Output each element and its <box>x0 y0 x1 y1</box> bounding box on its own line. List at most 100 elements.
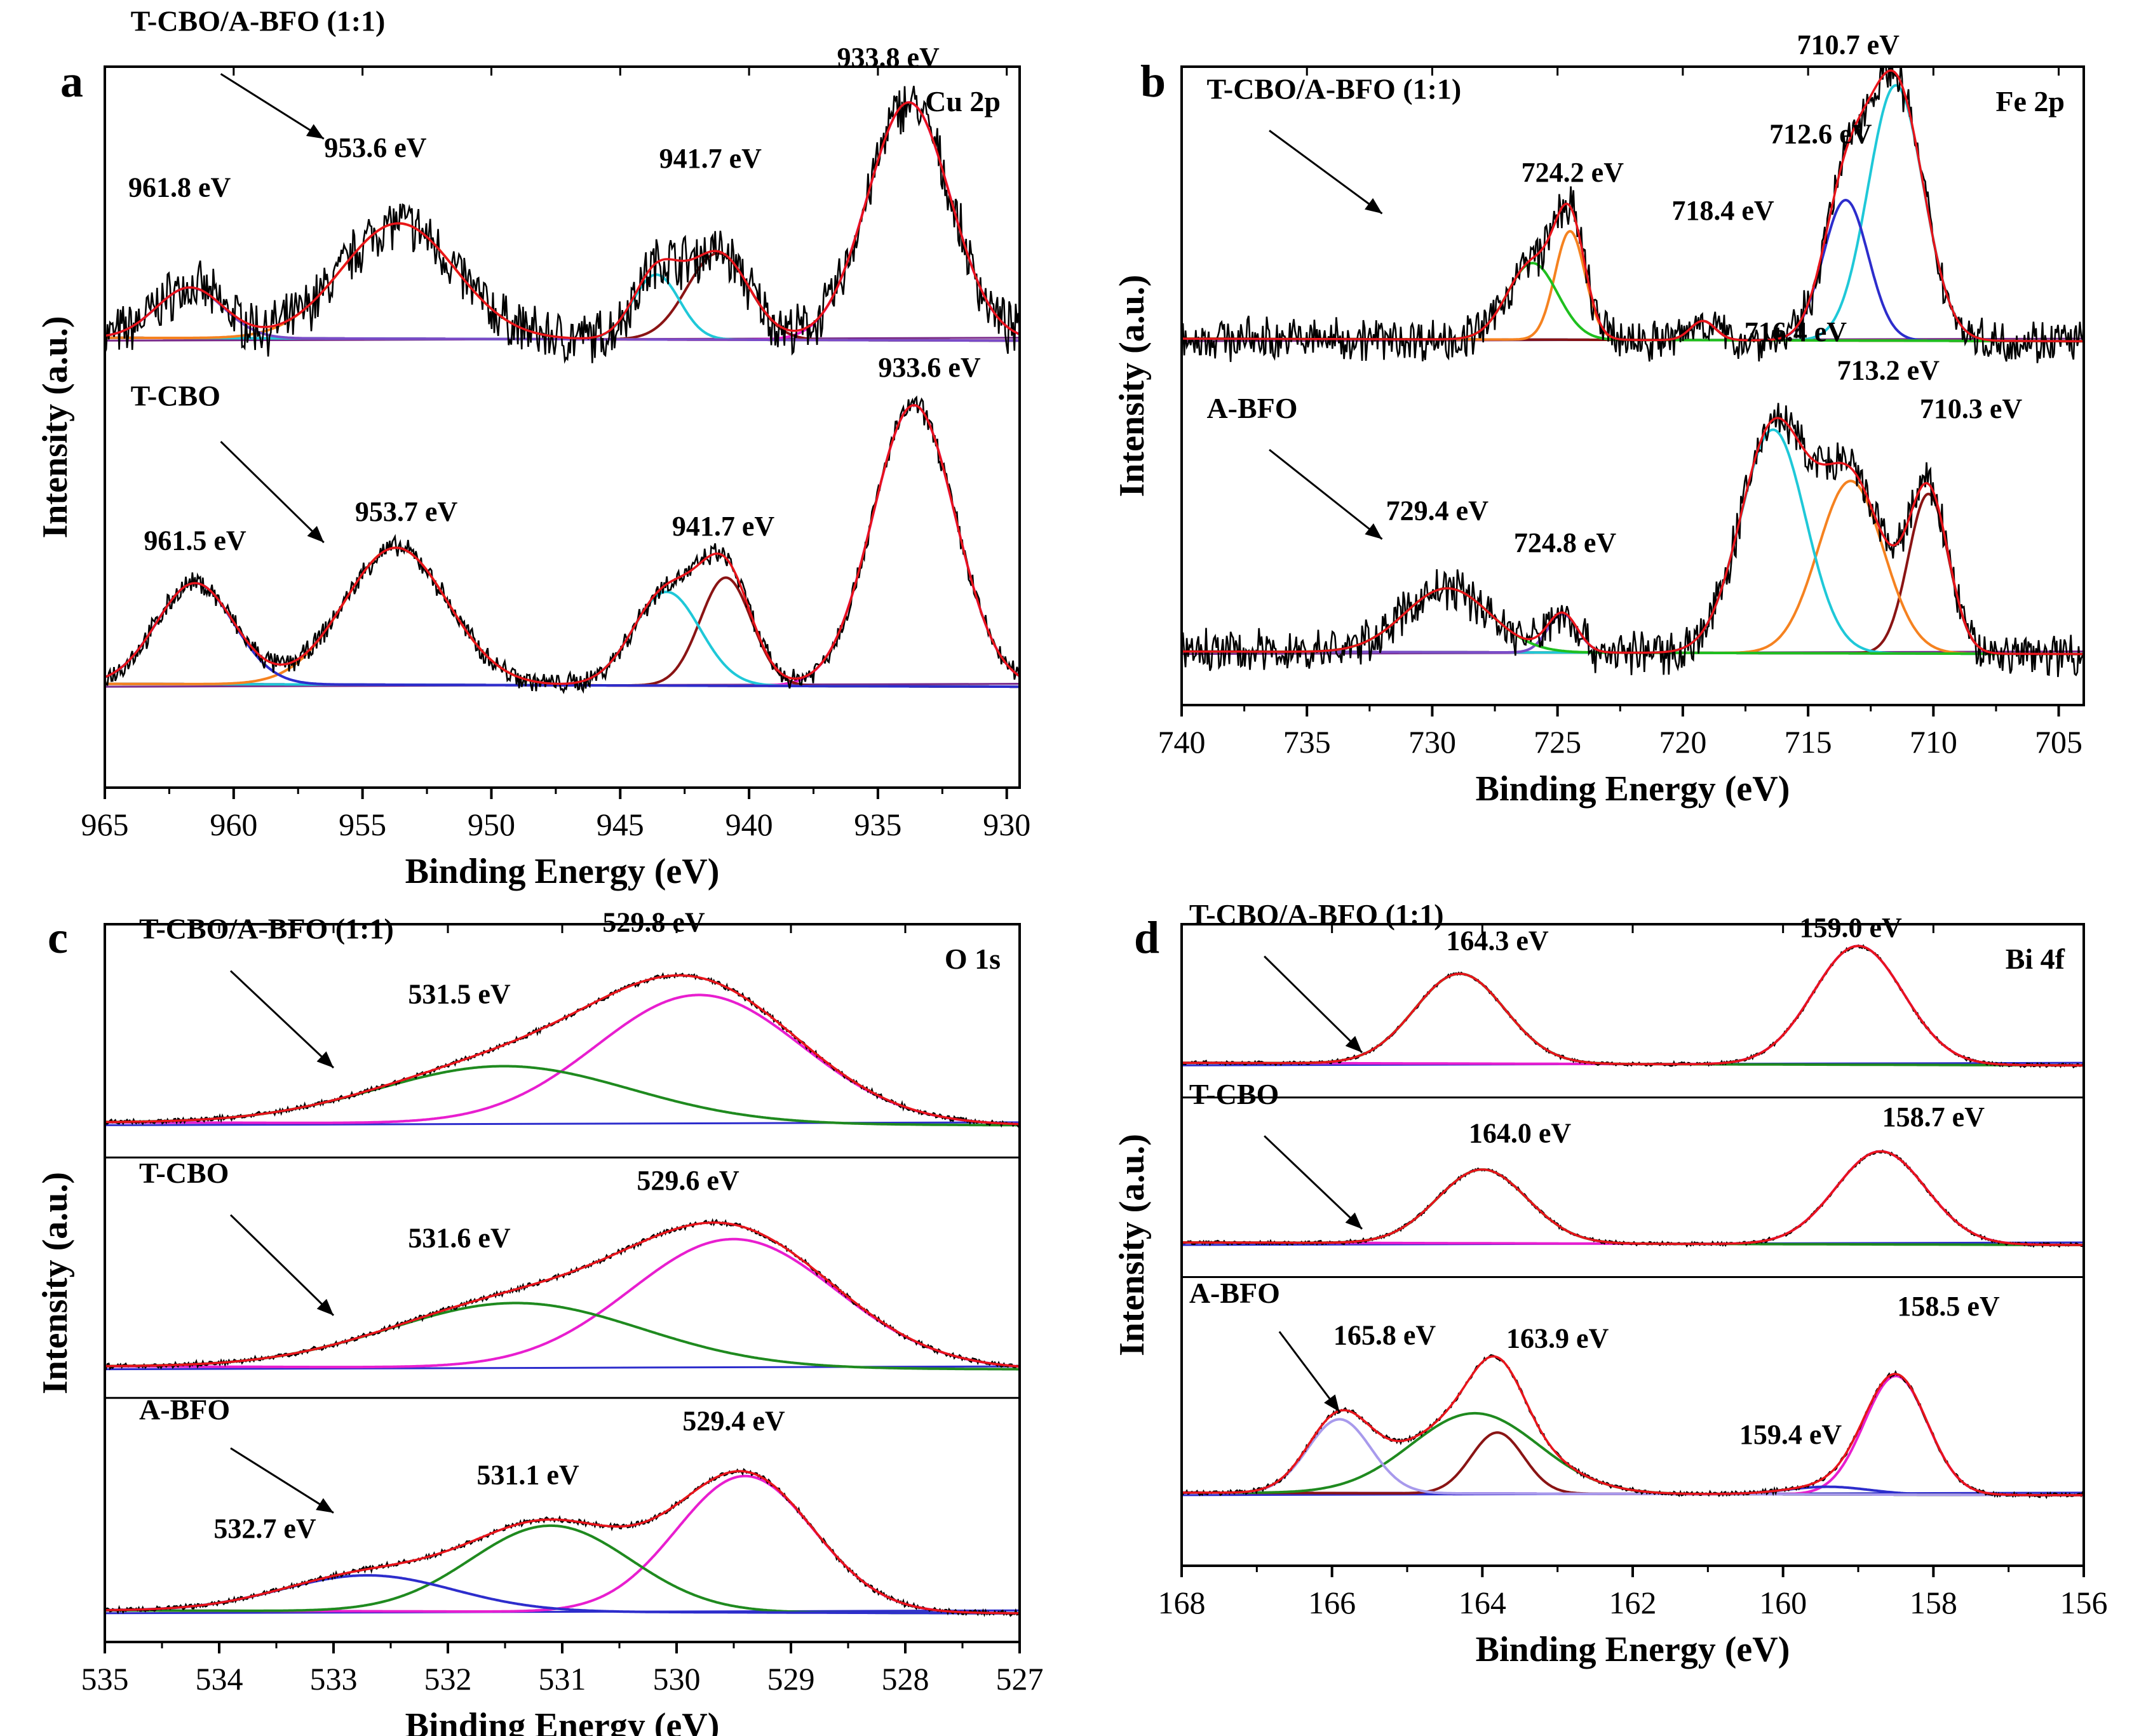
sample-t-cbo <box>105 1218 1020 1371</box>
x-tick-label: 529 <box>767 1661 815 1697</box>
fit-component-164.3 <box>1182 972 2084 1067</box>
peak-annotation: 164.0 eV <box>1469 1117 1572 1148</box>
fit-component-943.2 <box>105 590 1020 689</box>
fit-envelope <box>1182 1355 2084 1497</box>
fit-envelope <box>105 101 1020 340</box>
sample-a-bfo <box>1182 1354 2084 1500</box>
core-level-title: O 1s <box>945 943 1001 975</box>
sample-arrow-line <box>1269 448 1383 540</box>
peak-annotation: 933.8 eV <box>837 42 940 73</box>
x-tick-label: 725 <box>1534 724 1581 760</box>
fit-component-529.8 <box>105 993 1020 1126</box>
x-axis-label: Binding Energy (eV) <box>405 1706 720 1736</box>
peak-annotation: 713.2 eV <box>1837 354 1940 386</box>
plot-area <box>105 85 1020 694</box>
x-tick-label: 955 <box>339 807 386 842</box>
fit-component-164.1 <box>1182 1411 2084 1497</box>
plot-area <box>1182 944 2084 1500</box>
sample-arrow-line <box>1264 1135 1363 1230</box>
plot-area <box>1182 67 2084 677</box>
raw-data-trace <box>1182 1354 2084 1500</box>
x-tick-label: 531 <box>539 1661 586 1697</box>
sample-arrow-head <box>1365 523 1382 539</box>
fit-component-716.4 <box>1182 428 2084 656</box>
sample-arrow-line <box>1269 130 1383 215</box>
sample-t-cbo-a-bfo-1-1 <box>105 972 1020 1129</box>
panel-letter: b <box>1140 56 1166 107</box>
sample-arrow-line <box>1264 955 1363 1054</box>
panel-letter: c <box>48 912 68 963</box>
sample-arrow-head <box>1345 1212 1362 1229</box>
x-tick-label: 945 <box>597 807 644 842</box>
x-tick-label: 156 <box>2060 1585 2108 1620</box>
x-tick-label: 735 <box>1283 724 1331 760</box>
fit-component-713.5 <box>1182 198 2084 343</box>
peak-annotation: 159.0 eV <box>1800 912 1903 943</box>
peak-annotation: 941.7 eV <box>672 511 775 542</box>
raw-data-trace <box>105 1218 1020 1371</box>
x-tick-label: 720 <box>1659 724 1706 760</box>
y-axis-label: Intensity (a.u.) <box>1112 274 1152 497</box>
raw-data-trace <box>1182 1149 2084 1249</box>
sample-a-bfo <box>105 1467 1020 1617</box>
sample-label: T-CBO <box>139 1157 229 1189</box>
x-tick-label: 162 <box>1609 1585 1657 1620</box>
sample-a-bfo <box>1182 403 2084 677</box>
peak-annotation: 531.6 eV <box>408 1223 511 1254</box>
fit-envelope <box>105 974 1020 1126</box>
sample-label: T-CBO/A-BFO (1:1) <box>139 913 394 945</box>
core-level-title: Bi 4f <box>2006 943 2065 975</box>
peak-annotation: 158.7 eV <box>1882 1101 1985 1133</box>
sample-t-cbo-a-bfo-1-1 <box>105 85 1020 364</box>
peak-annotation: 164.3 eV <box>1446 925 1549 956</box>
peak-annotation: 729.4 eV <box>1386 495 1489 527</box>
fit-component-164 <box>1182 1168 2084 1246</box>
x-tick-label: 930 <box>983 807 1030 842</box>
x-tick-label: 965 <box>81 807 129 842</box>
sample-arrow-head <box>316 1298 334 1315</box>
plot-frame <box>1180 65 2085 706</box>
peak-annotation: 159.4 eV <box>1739 1419 1842 1450</box>
plot-area <box>105 972 1020 1617</box>
x-tick-label: 534 <box>196 1661 243 1697</box>
peak-annotation: 724.2 eV <box>1522 157 1624 188</box>
peak-annotation: 718.4 eV <box>1671 195 1774 226</box>
peak-annotation: 710.3 eV <box>1920 393 2023 424</box>
panel-d: d 168 166 164 162 160 158 156 Binding Energy (eV… <box>1112 898 2108 1669</box>
sample-arrow-line <box>229 1214 335 1316</box>
fit-component-933.8 <box>105 101 1020 341</box>
x-tick-label: 533 <box>310 1661 358 1697</box>
panel-b: b 740 735 730 725 720 715 710 705 Binding Energy … <box>1112 29 2085 809</box>
x-tick-label: 935 <box>854 807 901 842</box>
peak-annotation: 529.4 eV <box>682 1406 785 1437</box>
x-tick-label: 158 <box>1910 1585 1957 1620</box>
x-tick-label: 715 <box>1785 724 1832 760</box>
peak-annotation: 933.6 eV <box>878 352 981 383</box>
x-axis-label: Binding Energy (eV) <box>405 852 720 891</box>
peak-annotation: 712.6 eV <box>1769 119 1872 150</box>
sample-arrow-head <box>1324 1394 1340 1412</box>
raw-data-trace <box>1182 403 2084 677</box>
peak-annotation: 165.8 eV <box>1333 1320 1436 1351</box>
x-tick-label: 168 <box>1158 1585 1206 1620</box>
x-axis-label: Binding Energy (eV) <box>1476 769 1790 809</box>
x-tick-label: 164 <box>1459 1585 1506 1620</box>
fit-component-529.5 <box>105 1237 1020 1369</box>
sample-t-cbo-a-bfo-1-1 <box>1182 67 2084 363</box>
x-tick-label: 166 <box>1308 1585 1356 1620</box>
sample-label: T-CBO <box>131 379 220 412</box>
x-tick-label: 950 <box>468 807 515 842</box>
x-tick-label: 528 <box>882 1661 929 1697</box>
x-tick-label: 940 <box>726 807 773 842</box>
sample-label: A-BFO <box>1206 392 1297 424</box>
x-tick-label: 530 <box>653 1661 701 1697</box>
sample-arrow-head <box>316 1498 334 1513</box>
fit-component-713.3 <box>1182 480 2084 656</box>
panel-a: a 965 960 955 950 945 940 935 930 Binding Energy … <box>36 4 1030 891</box>
fit-component-158.7 <box>1182 1150 2084 1246</box>
peak-annotation: 941.7 eV <box>659 143 762 174</box>
fit-envelope <box>1182 69 2084 342</box>
fit-component-710.2 <box>1182 492 2084 656</box>
panel-letter: d <box>1134 912 1159 963</box>
fit-envelope <box>1182 1150 2084 1246</box>
